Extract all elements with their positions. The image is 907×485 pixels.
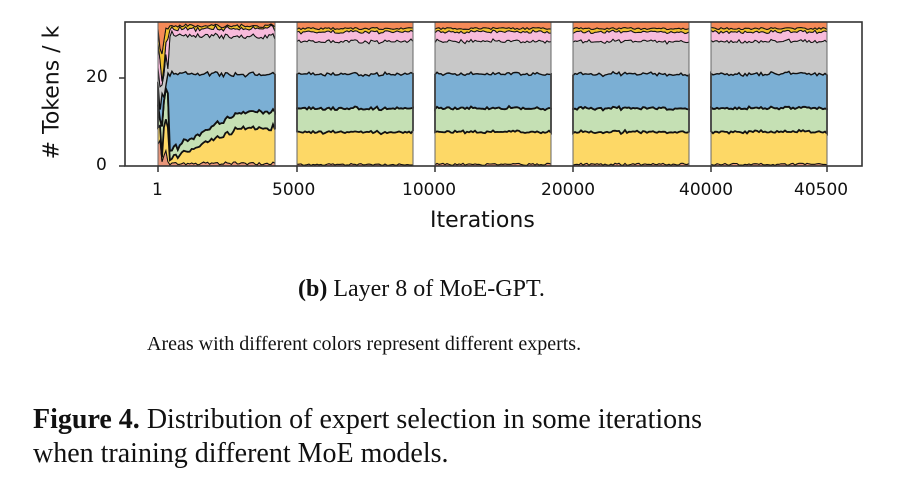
expert-area [296, 70, 414, 112]
y-tick-20: 20 [86, 67, 108, 87]
figure-caption: Figure 4. Distribution of expert selecti… [33, 403, 702, 471]
y-tick-0: 0 [96, 155, 107, 175]
expert-area [434, 104, 552, 135]
expert-area [296, 38, 414, 77]
expert-area [710, 70, 828, 111]
subfigure-text: Layer 8 of MoE-GPT. [327, 276, 545, 302]
x-tick-10000: 10000 [402, 180, 457, 200]
expert-area [710, 38, 828, 77]
x-tick-5000: 5000 [272, 180, 316, 200]
expert-area [434, 129, 552, 166]
x-axis-title: Iterations [430, 208, 535, 233]
expert-area [296, 105, 414, 136]
subfigure-label: (b) [298, 276, 328, 302]
figure-caption-line1: Distribution of expert selection in some… [139, 404, 703, 435]
y-axis-title: # Tokens / k [39, 25, 65, 160]
expert-area [434, 70, 552, 112]
stacked-area-chart [119, 21, 863, 172]
x-tick-40000: 40000 [679, 180, 734, 200]
x-tick-1: 1 [152, 180, 163, 200]
expert-area [572, 70, 690, 112]
expert-area [572, 105, 690, 136]
expert-area [572, 129, 690, 166]
chart-panels [157, 21, 828, 167]
figure-caption-line2: when training different MoE models. [33, 438, 449, 469]
x-tick-40500: 40500 [794, 180, 849, 200]
color-note: Areas with different colors represent di… [147, 333, 582, 355]
expert-area [434, 38, 552, 76]
figure-label: Figure 4. [33, 404, 140, 435]
x-tick-20000: 20000 [541, 180, 596, 200]
expert-area [710, 21, 828, 31]
plot-frame [124, 21, 863, 167]
subfigure-caption: (b) Layer 8 of MoE-GPT. [298, 276, 545, 303]
expert-area [710, 105, 828, 136]
expert-area [710, 129, 828, 166]
expert-area [572, 38, 690, 77]
expert-area [296, 129, 414, 166]
